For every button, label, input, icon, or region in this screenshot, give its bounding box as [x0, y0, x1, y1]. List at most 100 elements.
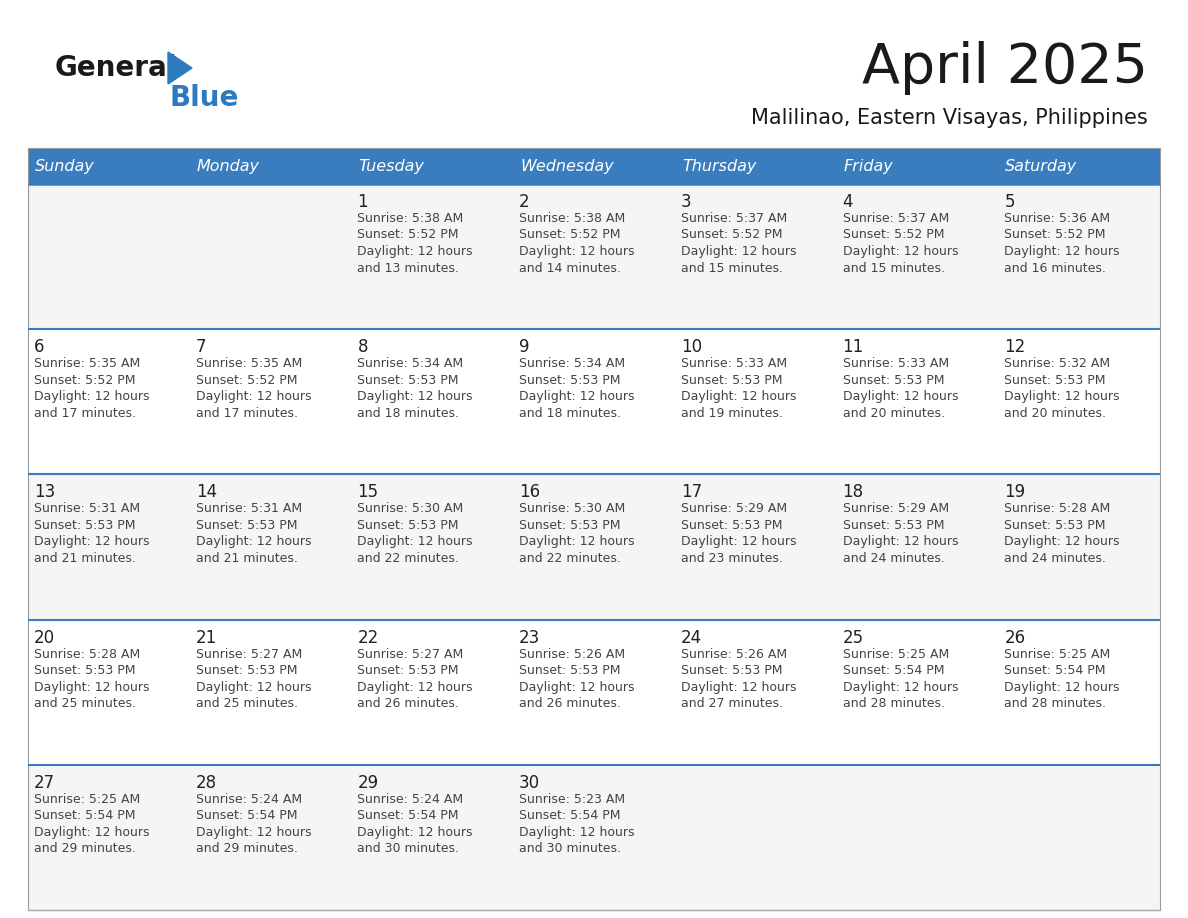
Text: Sunrise: 5:31 AM: Sunrise: 5:31 AM — [196, 502, 302, 515]
Text: Daylight: 12 hours: Daylight: 12 hours — [1004, 680, 1120, 694]
Text: and 15 minutes.: and 15 minutes. — [681, 262, 783, 274]
Text: Sunrise: 5:31 AM: Sunrise: 5:31 AM — [34, 502, 140, 515]
Text: Daylight: 12 hours: Daylight: 12 hours — [519, 390, 634, 403]
Text: 26: 26 — [1004, 629, 1025, 646]
Text: Daylight: 12 hours: Daylight: 12 hours — [842, 245, 958, 258]
Text: Sunrise: 5:26 AM: Sunrise: 5:26 AM — [519, 647, 625, 661]
Text: Daylight: 12 hours: Daylight: 12 hours — [519, 680, 634, 694]
Text: Sunrise: 5:24 AM: Sunrise: 5:24 AM — [196, 793, 302, 806]
Text: Sunrise: 5:36 AM: Sunrise: 5:36 AM — [1004, 212, 1111, 225]
Text: Sunrise: 5:34 AM: Sunrise: 5:34 AM — [358, 357, 463, 370]
Text: and 30 minutes.: and 30 minutes. — [519, 843, 621, 856]
Text: Sunset: 5:53 PM: Sunset: 5:53 PM — [1004, 519, 1106, 532]
Text: Sunset: 5:54 PM: Sunset: 5:54 PM — [519, 810, 620, 823]
Text: April 2025: April 2025 — [862, 41, 1148, 95]
Text: and 15 minutes.: and 15 minutes. — [842, 262, 944, 274]
Text: Sunrise: 5:29 AM: Sunrise: 5:29 AM — [681, 502, 786, 515]
Bar — [29, 184, 1159, 330]
Bar — [513, 148, 675, 184]
Text: Sunrise: 5:37 AM: Sunrise: 5:37 AM — [842, 212, 949, 225]
Text: and 24 minutes.: and 24 minutes. — [1004, 552, 1106, 565]
Text: Sunset: 5:53 PM: Sunset: 5:53 PM — [519, 519, 620, 532]
Text: 22: 22 — [358, 629, 379, 646]
Text: Sunset: 5:53 PM: Sunset: 5:53 PM — [681, 374, 783, 386]
Text: Sunrise: 5:30 AM: Sunrise: 5:30 AM — [358, 502, 463, 515]
Text: Sunset: 5:53 PM: Sunset: 5:53 PM — [196, 664, 297, 677]
Text: Daylight: 12 hours: Daylight: 12 hours — [519, 826, 634, 839]
Text: Sunset: 5:54 PM: Sunset: 5:54 PM — [1004, 664, 1106, 677]
Text: and 18 minutes.: and 18 minutes. — [358, 407, 460, 420]
Polygon shape — [168, 52, 192, 84]
Bar — [190, 148, 352, 184]
Text: Sunrise: 5:35 AM: Sunrise: 5:35 AM — [196, 357, 302, 370]
Text: Sunset: 5:53 PM: Sunset: 5:53 PM — [358, 374, 459, 386]
Text: Sunrise: 5:38 AM: Sunrise: 5:38 AM — [519, 212, 625, 225]
Text: and 21 minutes.: and 21 minutes. — [196, 552, 297, 565]
Text: Sunrise: 5:37 AM: Sunrise: 5:37 AM — [681, 212, 788, 225]
Text: Daylight: 12 hours: Daylight: 12 hours — [196, 680, 311, 694]
Text: Sunset: 5:52 PM: Sunset: 5:52 PM — [34, 374, 135, 386]
Text: General: General — [55, 54, 177, 82]
Text: Sunset: 5:52 PM: Sunset: 5:52 PM — [358, 229, 459, 241]
Text: Sunset: 5:53 PM: Sunset: 5:53 PM — [358, 664, 459, 677]
Text: 4: 4 — [842, 193, 853, 211]
Text: 27: 27 — [34, 774, 55, 792]
Text: Sunset: 5:53 PM: Sunset: 5:53 PM — [842, 374, 944, 386]
Text: Daylight: 12 hours: Daylight: 12 hours — [681, 245, 796, 258]
Text: Sunrise: 5:24 AM: Sunrise: 5:24 AM — [358, 793, 463, 806]
Bar — [29, 148, 1159, 910]
Text: 7: 7 — [196, 338, 207, 356]
Text: 6: 6 — [34, 338, 44, 356]
Text: and 16 minutes.: and 16 minutes. — [1004, 262, 1106, 274]
Text: Daylight: 12 hours: Daylight: 12 hours — [519, 245, 634, 258]
Text: Sunrise: 5:34 AM: Sunrise: 5:34 AM — [519, 357, 625, 370]
Text: and 22 minutes.: and 22 minutes. — [519, 552, 621, 565]
Text: Sunset: 5:52 PM: Sunset: 5:52 PM — [1004, 229, 1106, 241]
Text: and 27 minutes.: and 27 minutes. — [681, 697, 783, 711]
Text: 9: 9 — [519, 338, 530, 356]
Text: Sunset: 5:52 PM: Sunset: 5:52 PM — [681, 229, 783, 241]
Bar — [998, 148, 1159, 184]
Text: 3: 3 — [681, 193, 691, 211]
Bar — [29, 330, 1159, 475]
Text: Sunset: 5:54 PM: Sunset: 5:54 PM — [842, 664, 944, 677]
Text: Blue: Blue — [170, 84, 239, 112]
Text: and 29 minutes.: and 29 minutes. — [34, 843, 135, 856]
Text: and 18 minutes.: and 18 minutes. — [519, 407, 621, 420]
Text: Sunrise: 5:27 AM: Sunrise: 5:27 AM — [196, 647, 302, 661]
Text: Malilinao, Eastern Visayas, Philippines: Malilinao, Eastern Visayas, Philippines — [751, 108, 1148, 128]
Text: Sunset: 5:54 PM: Sunset: 5:54 PM — [196, 810, 297, 823]
Text: Daylight: 12 hours: Daylight: 12 hours — [1004, 390, 1120, 403]
Text: Sunrise: 5:33 AM: Sunrise: 5:33 AM — [681, 357, 786, 370]
Text: Sunrise: 5:25 AM: Sunrise: 5:25 AM — [842, 647, 949, 661]
Text: Daylight: 12 hours: Daylight: 12 hours — [358, 535, 473, 548]
Text: Sunset: 5:53 PM: Sunset: 5:53 PM — [842, 519, 944, 532]
Text: Sunrise: 5:26 AM: Sunrise: 5:26 AM — [681, 647, 786, 661]
Text: Daylight: 12 hours: Daylight: 12 hours — [681, 535, 796, 548]
Text: Daylight: 12 hours: Daylight: 12 hours — [842, 390, 958, 403]
Text: and 28 minutes.: and 28 minutes. — [1004, 697, 1106, 711]
Text: Sunrise: 5:27 AM: Sunrise: 5:27 AM — [358, 647, 463, 661]
Text: Sunrise: 5:25 AM: Sunrise: 5:25 AM — [34, 793, 140, 806]
Text: 14: 14 — [196, 484, 217, 501]
Text: and 20 minutes.: and 20 minutes. — [842, 407, 944, 420]
Text: 1: 1 — [358, 193, 368, 211]
Text: Daylight: 12 hours: Daylight: 12 hours — [196, 826, 311, 839]
Text: 23: 23 — [519, 629, 541, 646]
Text: and 22 minutes.: and 22 minutes. — [358, 552, 460, 565]
Bar — [352, 148, 513, 184]
Text: 19: 19 — [1004, 484, 1025, 501]
Text: 28: 28 — [196, 774, 217, 792]
Text: Daylight: 12 hours: Daylight: 12 hours — [681, 680, 796, 694]
Bar — [29, 620, 1159, 765]
Text: Daylight: 12 hours: Daylight: 12 hours — [842, 680, 958, 694]
Text: and 25 minutes.: and 25 minutes. — [196, 697, 298, 711]
Text: and 25 minutes.: and 25 minutes. — [34, 697, 135, 711]
Text: and 23 minutes.: and 23 minutes. — [681, 552, 783, 565]
Text: Sunrise: 5:35 AM: Sunrise: 5:35 AM — [34, 357, 140, 370]
Text: 13: 13 — [34, 484, 56, 501]
Text: Sunrise: 5:29 AM: Sunrise: 5:29 AM — [842, 502, 949, 515]
Text: Wednesday: Wednesday — [520, 160, 614, 174]
Text: Sunrise: 5:23 AM: Sunrise: 5:23 AM — [519, 793, 625, 806]
Text: 16: 16 — [519, 484, 541, 501]
